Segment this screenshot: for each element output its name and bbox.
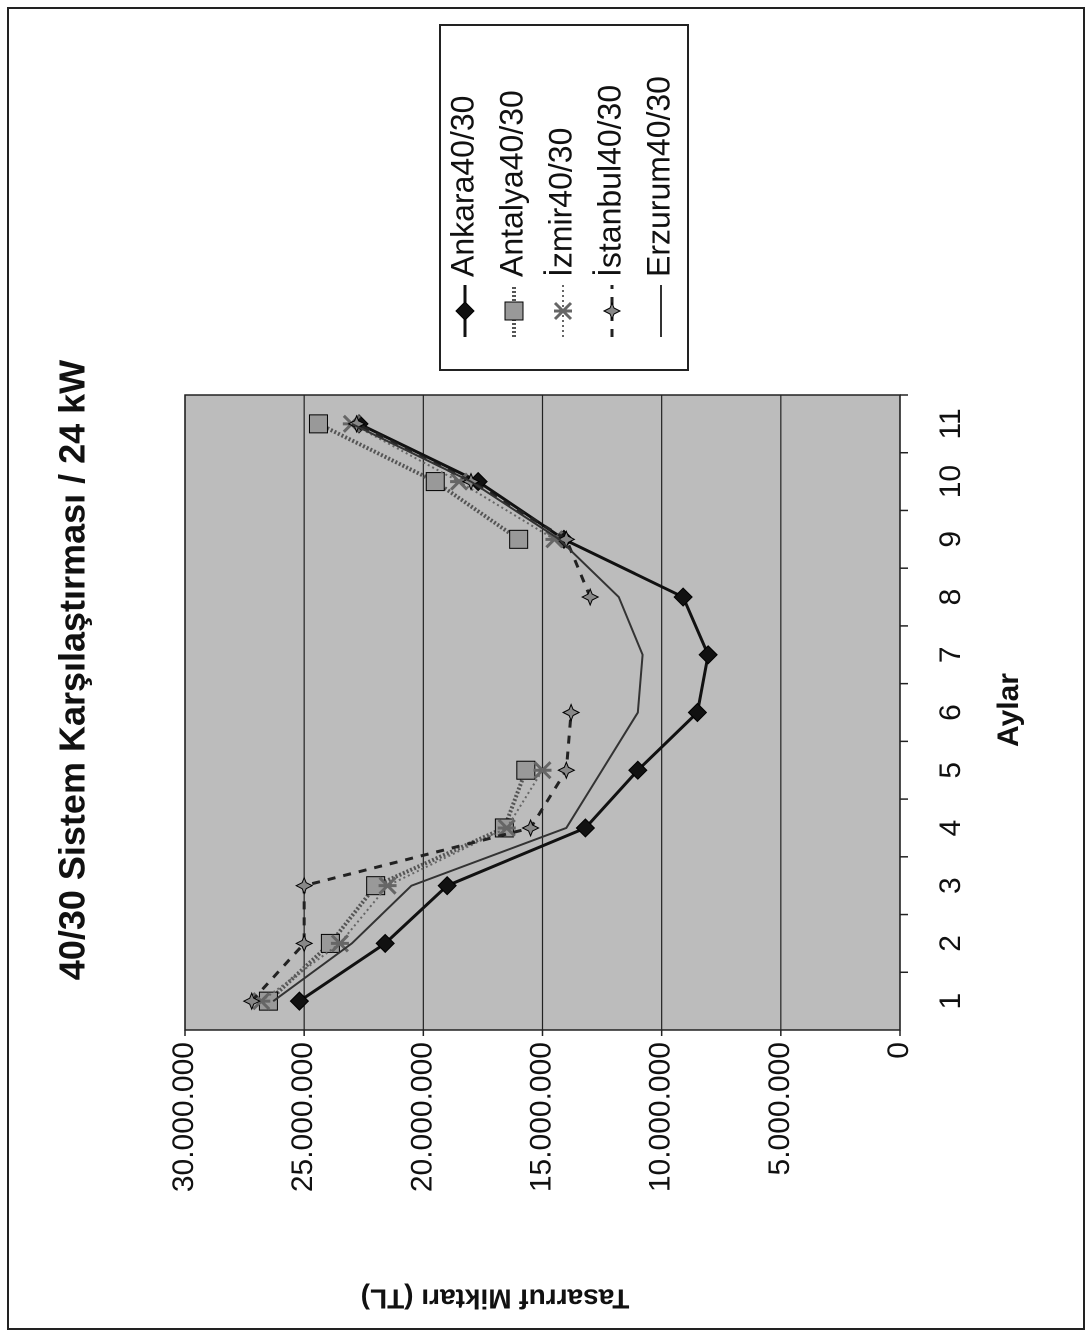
x-tick-label: 4 (934, 820, 967, 837)
point (295, 876, 314, 896)
legend-label: Ankara40/30 (444, 96, 480, 277)
point (308, 414, 328, 434)
x-tick-label: 8 (934, 589, 967, 606)
legend-label: İstanbul40/30 (591, 85, 627, 277)
legend-marker (455, 301, 475, 321)
x-tick-label: 7 (934, 646, 967, 663)
rotated-chart: 40/30 Sistem Karşılaştırması / 24 kW Ayl… (52, 24, 1025, 1315)
y-tick-label: 10.000.000 (644, 1042, 677, 1192)
legend-marker (504, 301, 524, 321)
series-line (272, 422, 644, 1002)
x-axis-title: Aylar (992, 673, 1025, 747)
x-tick-label: 9 (934, 531, 967, 548)
point (509, 529, 529, 549)
point (557, 760, 576, 780)
legend-label: İzmir40/30 (542, 128, 578, 277)
y-tick-label: 20.000.000 (405, 1042, 438, 1192)
point (561, 703, 581, 722)
point (437, 875, 457, 896)
point (698, 645, 718, 665)
point (347, 414, 366, 434)
y-tick-label: 15.000.000 (524, 1042, 557, 1192)
y-tick-label: 5.000.000 (763, 1042, 796, 1175)
x-tick-label: 2 (934, 935, 967, 952)
x-tick-label: 3 (934, 877, 967, 894)
y-axis-title: Tasarruf Miktarı (TL) (361, 1284, 630, 1315)
legend-marker (602, 301, 622, 321)
point (378, 876, 397, 895)
point (242, 991, 261, 1011)
x-tick-label: 10 (934, 465, 967, 498)
point (687, 702, 708, 723)
legend-label: Erzurum40/30 (640, 76, 676, 277)
legend-box (439, 24, 689, 371)
point (425, 472, 445, 492)
x-tick-label: 1 (934, 993, 967, 1010)
point (575, 818, 596, 838)
point (521, 818, 540, 838)
point (295, 934, 314, 953)
y-tick-label: 25.000.000 (286, 1042, 319, 1192)
series-line (250, 422, 592, 1003)
point (497, 818, 516, 838)
y-tick-label: 0 (882, 1042, 915, 1059)
point (673, 587, 693, 607)
point (581, 587, 600, 607)
frame (7, 7, 1085, 1330)
point (628, 760, 648, 780)
y-tick-label: 30.000.000 (167, 1042, 200, 1192)
x-tick-label: 11 (934, 408, 967, 439)
point (289, 991, 310, 1011)
point (533, 761, 552, 780)
x-tick-label: 5 (934, 762, 967, 779)
point (375, 933, 395, 954)
point (516, 760, 536, 780)
x-tick-label: 6 (934, 704, 967, 721)
legend-marker (553, 301, 573, 321)
legend-label: Antalya40/30 (493, 90, 529, 277)
chart-title: 40/30 Sistem Karşılaştırması / 24 kW (52, 360, 93, 980)
